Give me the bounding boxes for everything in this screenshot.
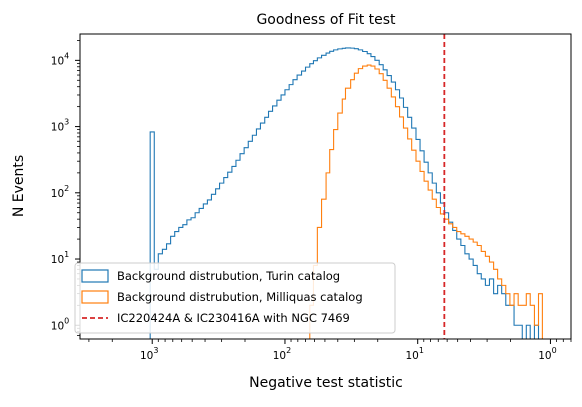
series-milliquas <box>309 64 543 339</box>
y-axis: 100 101 102 103 104 <box>51 40 80 336</box>
x-axis-label: Negative test statistic <box>249 375 403 391</box>
legend-label-vline: IC220424A & IC230416A with NGC 7469 <box>117 311 350 325</box>
histogram-step-line <box>309 64 543 339</box>
x-tick-label: 101 <box>405 346 423 362</box>
histogram-bin-29 <box>424 181 428 339</box>
y-tick-label: 101 <box>51 250 69 266</box>
histogram-bin-53 <box>522 305 526 339</box>
chart-title: Goodness of Fit test <box>256 12 396 28</box>
x-axis: 103 102 101 100 <box>88 339 572 362</box>
histogram-bin-36 <box>453 227 457 339</box>
histogram-bin-37 <box>457 232 461 339</box>
histogram-bin-22 <box>395 107 399 339</box>
histogram-bin-41 <box>473 242 477 339</box>
histogram-bin-50 <box>510 305 514 339</box>
histogram-bin-55 <box>530 305 534 339</box>
histogram-step-line <box>149 47 540 339</box>
histogram-bin-30 <box>428 190 432 339</box>
series-turin <box>149 47 540 339</box>
x-tick-label: 102 <box>273 346 291 362</box>
histogram-bin-52 <box>518 305 522 339</box>
histogram-bin-24 <box>403 128 407 339</box>
plot-area <box>79 33 572 340</box>
histogram-bin-44 <box>485 256 489 339</box>
histogram-bin-23 <box>400 117 404 339</box>
histogram-bin-27 <box>416 161 420 339</box>
histogram-bin-40 <box>469 239 473 339</box>
histogram-bin-35 <box>449 224 453 339</box>
histogram-bin-54 <box>526 294 530 339</box>
y-axis-label: N Events <box>11 155 27 217</box>
histogram-bin-49 <box>506 294 510 339</box>
histogram-bin-43 <box>481 251 485 339</box>
legend-swatch-milliquas <box>81 290 109 304</box>
histogram-bin-39 <box>465 236 469 339</box>
legend-label-milliquas: Background distrubution, Milliquas catal… <box>117 290 363 304</box>
y-tick-label: 103 <box>51 118 69 134</box>
histogram-bin-38 <box>461 234 465 339</box>
histogram-bin-31 <box>432 199 436 339</box>
y-tick-label: 102 <box>51 184 69 200</box>
x-tick-label: 100 <box>538 346 556 362</box>
legend-frame <box>74 262 396 334</box>
histogram-bin-46 <box>494 269 498 339</box>
y-tick-label: 104 <box>51 51 69 67</box>
legend-label-turin: Background distrubution, Turin catalog <box>117 269 340 283</box>
histogram-bin-56 <box>534 325 538 339</box>
histogram-bin-47 <box>498 279 502 339</box>
histogram-bin-57 <box>539 294 543 339</box>
histogram-bin-51 <box>514 294 518 339</box>
histogram-bin-48 <box>502 285 506 339</box>
histogram-bin-32 <box>436 207 440 339</box>
x-tick-label: 103 <box>140 346 158 362</box>
histogram-bin-28 <box>420 171 424 339</box>
y-tick-label: 100 <box>51 316 69 332</box>
legend-swatch-turin <box>81 269 109 283</box>
histogram-bin-45 <box>489 262 493 339</box>
histogram-bin-26 <box>412 150 416 339</box>
histogram-bin-25 <box>408 139 412 339</box>
legend: Background distrubution, Turin catalog B… <box>74 262 396 334</box>
histogram-bin-42 <box>477 246 481 339</box>
